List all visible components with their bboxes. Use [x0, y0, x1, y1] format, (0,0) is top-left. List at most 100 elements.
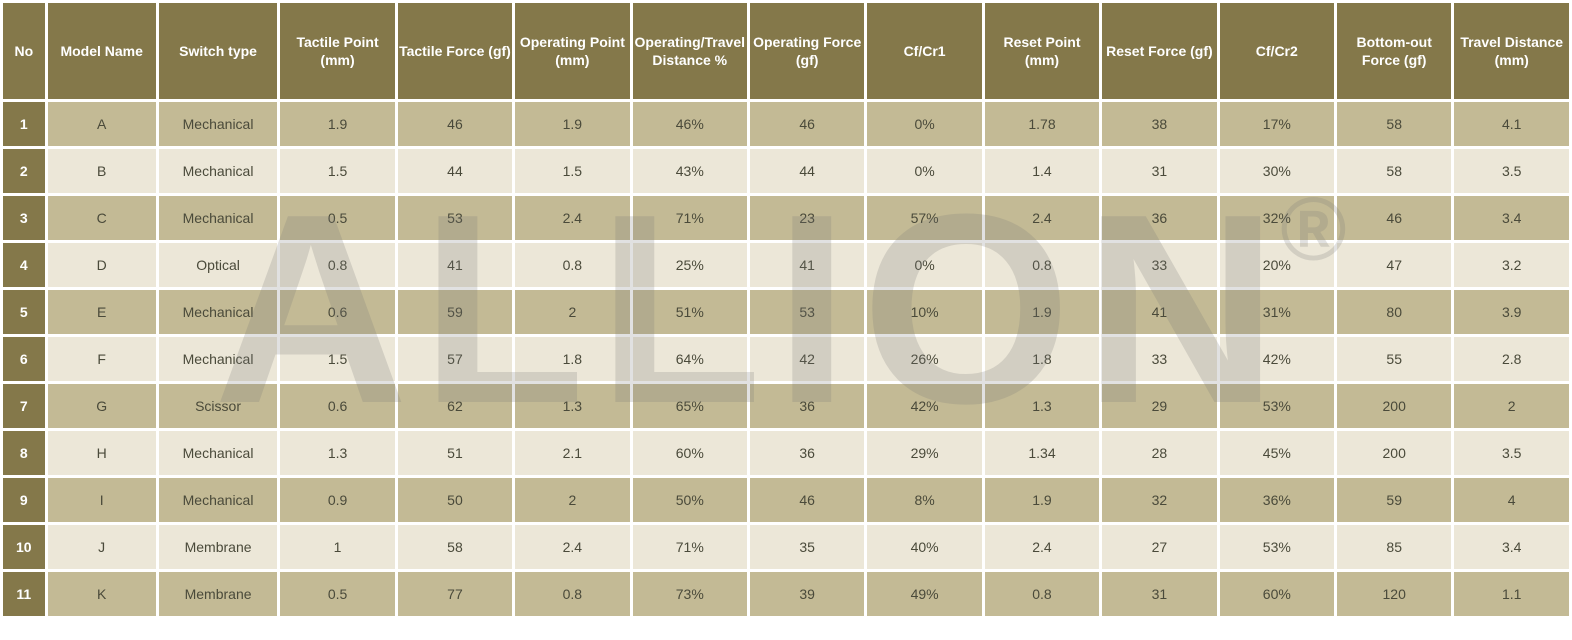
cell-of: 42	[750, 337, 864, 381]
col-bottom-out-force: Bottom-out Force (gf)	[1337, 3, 1451, 99]
cell-bof: 46	[1337, 196, 1451, 240]
cell-tp: 0.8	[280, 243, 394, 287]
cell-tp: 1.5	[280, 337, 394, 381]
cell-bof: 85	[1337, 525, 1451, 569]
cell-of: 46	[750, 478, 864, 522]
col-model-name: Model Name	[48, 3, 156, 99]
cell-otd: 71%	[633, 525, 747, 569]
cell-cf1: 49%	[867, 572, 981, 616]
cell-op: 1.8	[515, 337, 629, 381]
cell-bof: 58	[1337, 102, 1451, 146]
cell-tp: 1.9	[280, 102, 394, 146]
cell-model: H	[48, 431, 156, 475]
cell-tp: 0.9	[280, 478, 394, 522]
row-number: 5	[3, 290, 45, 334]
cell-td: 3.2	[1454, 243, 1569, 287]
col-tactile-point: Tactile Point (mm)	[280, 3, 394, 99]
table-row: 3CMechanical0.5532.471%2357%2.43632%463.…	[3, 196, 1569, 240]
cell-tp: 0.5	[280, 572, 394, 616]
cell-op: 0.8	[515, 572, 629, 616]
cell-rp: 1.4	[985, 149, 1099, 193]
cell-tf: 59	[398, 290, 512, 334]
row-number: 8	[3, 431, 45, 475]
cell-model: K	[48, 572, 156, 616]
cell-rf: 29	[1102, 384, 1216, 428]
cell-cf1: 0%	[867, 149, 981, 193]
cell-switch: Optical	[159, 243, 278, 287]
cell-bof: 80	[1337, 290, 1451, 334]
col-reset-point: Reset Point (mm)	[985, 3, 1099, 99]
col-operating-point: Operating Point (mm)	[515, 3, 629, 99]
switch-spec-table: No Model Name Switch type Tactile Point …	[0, 0, 1572, 619]
cell-model: C	[48, 196, 156, 240]
row-number: 2	[3, 149, 45, 193]
cell-bof: 47	[1337, 243, 1451, 287]
cell-bof: 59	[1337, 478, 1451, 522]
cell-otd: 46%	[633, 102, 747, 146]
col-reset-force: Reset Force (gf)	[1102, 3, 1216, 99]
cell-switch: Mechanical	[159, 196, 278, 240]
cell-of: 36	[750, 431, 864, 475]
cell-rp: 0.8	[985, 243, 1099, 287]
cell-cf2: 20%	[1220, 243, 1334, 287]
cell-rf: 31	[1102, 149, 1216, 193]
cell-rp: 1.3	[985, 384, 1099, 428]
cell-cf2: 36%	[1220, 478, 1334, 522]
cell-otd: 71%	[633, 196, 747, 240]
cell-cf1: 29%	[867, 431, 981, 475]
cell-model: B	[48, 149, 156, 193]
cell-td: 2	[1454, 384, 1569, 428]
cell-rp: 2.4	[985, 525, 1099, 569]
table-row: 10JMembrane1582.471%3540%2.42753%853.4	[3, 525, 1569, 569]
cell-op: 2	[515, 290, 629, 334]
cell-op: 0.8	[515, 243, 629, 287]
cell-td: 2.8	[1454, 337, 1569, 381]
cell-cf2: 31%	[1220, 290, 1334, 334]
cell-cf2: 45%	[1220, 431, 1334, 475]
col-travel-distance: Travel Distance (mm)	[1454, 3, 1569, 99]
cell-cf1: 42%	[867, 384, 981, 428]
row-number: 7	[3, 384, 45, 428]
cell-op: 2.4	[515, 196, 629, 240]
cell-of: 46	[750, 102, 864, 146]
cell-of: 35	[750, 525, 864, 569]
cell-td: 3.5	[1454, 431, 1569, 475]
cell-td: 3.4	[1454, 196, 1569, 240]
cell-cf2: 42%	[1220, 337, 1334, 381]
table-row: 6FMechanical1.5571.864%4226%1.83342%552.…	[3, 337, 1569, 381]
cell-model: F	[48, 337, 156, 381]
col-tactile-force: Tactile Force (gf)	[398, 3, 512, 99]
row-number: 11	[3, 572, 45, 616]
cell-tf: 58	[398, 525, 512, 569]
cell-tp: 0.6	[280, 290, 394, 334]
cell-op: 2.4	[515, 525, 629, 569]
table-row: 11KMembrane0.5770.873%3949%0.83160%1201.…	[3, 572, 1569, 616]
cell-rf: 28	[1102, 431, 1216, 475]
cell-model: I	[48, 478, 156, 522]
cell-op: 2.1	[515, 431, 629, 475]
cell-switch: Membrane	[159, 525, 278, 569]
table-row: 7GScissor0.6621.365%3642%1.32953%2002	[3, 384, 1569, 428]
col-switch-type: Switch type	[159, 3, 278, 99]
cell-cf1: 10%	[867, 290, 981, 334]
cell-cf1: 26%	[867, 337, 981, 381]
cell-td: 1.1	[1454, 572, 1569, 616]
cell-tf: 62	[398, 384, 512, 428]
cell-tf: 57	[398, 337, 512, 381]
cell-td: 3.5	[1454, 149, 1569, 193]
cell-tf: 46	[398, 102, 512, 146]
cell-rf: 38	[1102, 102, 1216, 146]
cell-switch: Mechanical	[159, 290, 278, 334]
cell-cf2: 53%	[1220, 384, 1334, 428]
col-cfcr1: Cf/Cr1	[867, 3, 981, 99]
cell-cf1: 8%	[867, 478, 981, 522]
cell-cf1: 40%	[867, 525, 981, 569]
cell-td: 3.9	[1454, 290, 1569, 334]
cell-of: 36	[750, 384, 864, 428]
table-row: 1AMechanical1.9461.946%460%1.783817%584.…	[3, 102, 1569, 146]
cell-switch: Membrane	[159, 572, 278, 616]
cell-tf: 51	[398, 431, 512, 475]
col-operating-travel-pct: Operating/Travel Distance %	[633, 3, 747, 99]
cell-of: 44	[750, 149, 864, 193]
cell-of: 23	[750, 196, 864, 240]
